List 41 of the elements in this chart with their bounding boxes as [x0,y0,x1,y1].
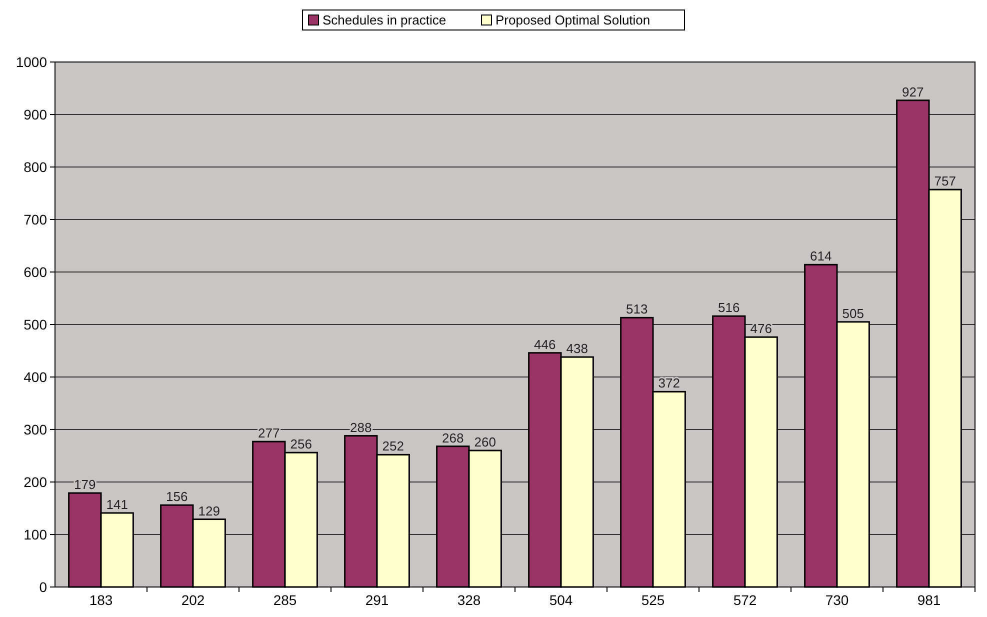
y-tick-label: 500 [24,316,48,332]
data-label: 256 [290,436,312,452]
data-label: 277 [258,426,280,441]
data-label: 268 [442,430,464,446]
y-tick-label: 1000 [16,54,48,70]
data-label: 446 [534,336,556,352]
x-tick-label: 525 [641,592,665,608]
x-tick-label: 504 [549,592,573,608]
data-label: 129 [198,503,220,518]
y-tick-label: 700 [24,211,48,228]
y-tick-label: 600 [24,264,48,280]
data-label: 505 [842,306,864,321]
x-tick-label: 285 [273,592,297,608]
x-tick-label: 328 [457,592,481,608]
data-label: 516 [718,300,740,316]
y-tick-label: 300 [24,421,48,438]
y-tick-label: 400 [24,368,48,385]
x-tick-label: 572 [733,592,757,608]
data-label: 156 [166,489,188,504]
y-tick-label: 900 [24,106,48,122]
y-tick-label: 100 [24,526,48,542]
x-tick-label: 730 [825,592,849,608]
y-tick-label: 200 [24,474,48,490]
data-label: 372 [658,376,680,391]
x-tick-label: 981 [917,592,941,608]
data-label: 513 [626,302,648,317]
legend-label: Proposed Optimal Solution [496,12,650,28]
data-label: 927 [902,84,924,100]
data-label: 438 [566,341,588,356]
data-label: 757 [934,174,956,189]
data-label: 252 [382,438,404,454]
data-label: 260 [474,434,496,450]
data-label: 476 [750,321,772,336]
legend-label: Schedules in practice [322,12,446,28]
x-tick-label: 291 [365,592,389,608]
x-tick-label: 202 [181,592,205,608]
y-tick-label: 800 [24,158,48,175]
y-tick-label: 0 [39,578,48,595]
x-tick-label: 183 [89,592,113,608]
data-label: 614 [810,248,832,264]
data-label: 141 [106,496,128,512]
